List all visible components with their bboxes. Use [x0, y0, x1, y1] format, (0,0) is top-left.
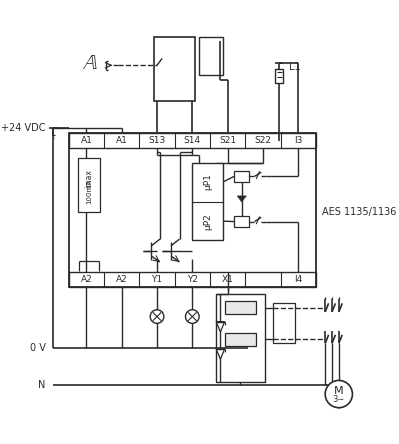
Text: S22: S22: [255, 136, 271, 145]
Text: 0 V: 0 V: [30, 343, 46, 353]
Bar: [225, 333, 256, 345]
Text: K4: K4: [235, 335, 246, 344]
Circle shape: [186, 310, 199, 323]
Bar: [192, 163, 223, 240]
Text: +24 VDC: +24 VDC: [1, 123, 46, 133]
Bar: [69, 133, 316, 148]
Bar: [69, 133, 316, 287]
Text: imax: imax: [85, 169, 94, 187]
Text: S13: S13: [148, 136, 166, 145]
Text: A2: A2: [116, 275, 128, 284]
Bar: [69, 272, 316, 287]
Text: I3: I3: [294, 136, 302, 145]
Text: Y1: Y1: [152, 275, 162, 284]
Bar: [275, 69, 283, 83]
Bar: [216, 294, 265, 382]
Text: K3: K3: [235, 303, 246, 312]
Text: 3∼: 3∼: [333, 395, 345, 404]
Bar: [199, 37, 223, 75]
Bar: [154, 37, 195, 101]
Text: S14: S14: [184, 136, 201, 145]
Polygon shape: [216, 321, 225, 332]
Text: μP1: μP1: [203, 174, 212, 190]
Text: K1: K1: [237, 172, 247, 181]
Bar: [225, 301, 256, 314]
Text: K2: K2: [237, 217, 247, 226]
Polygon shape: [237, 196, 246, 202]
Text: S21: S21: [219, 136, 236, 145]
Text: A1: A1: [81, 136, 93, 145]
Bar: [234, 171, 249, 182]
Text: 100mA: 100mA: [86, 179, 92, 204]
Text: L1: L1: [289, 62, 301, 72]
Bar: [78, 158, 100, 212]
Text: Y2: Y2: [187, 275, 198, 284]
Text: μP2: μP2: [203, 213, 212, 230]
Circle shape: [150, 310, 164, 323]
Text: AES 1135/1136: AES 1135/1136: [322, 207, 396, 217]
Text: $\mathbb{A}$: $\mathbb{A}$: [82, 53, 98, 73]
Text: I4: I4: [294, 275, 302, 284]
Text: X1: X1: [222, 275, 233, 284]
Circle shape: [325, 381, 352, 408]
Text: N: N: [38, 380, 46, 390]
Text: M: M: [334, 386, 344, 396]
Text: A2: A2: [81, 275, 92, 284]
Polygon shape: [216, 349, 225, 359]
Bar: [273, 303, 294, 343]
Text: A1: A1: [116, 136, 128, 145]
Bar: [234, 216, 249, 227]
